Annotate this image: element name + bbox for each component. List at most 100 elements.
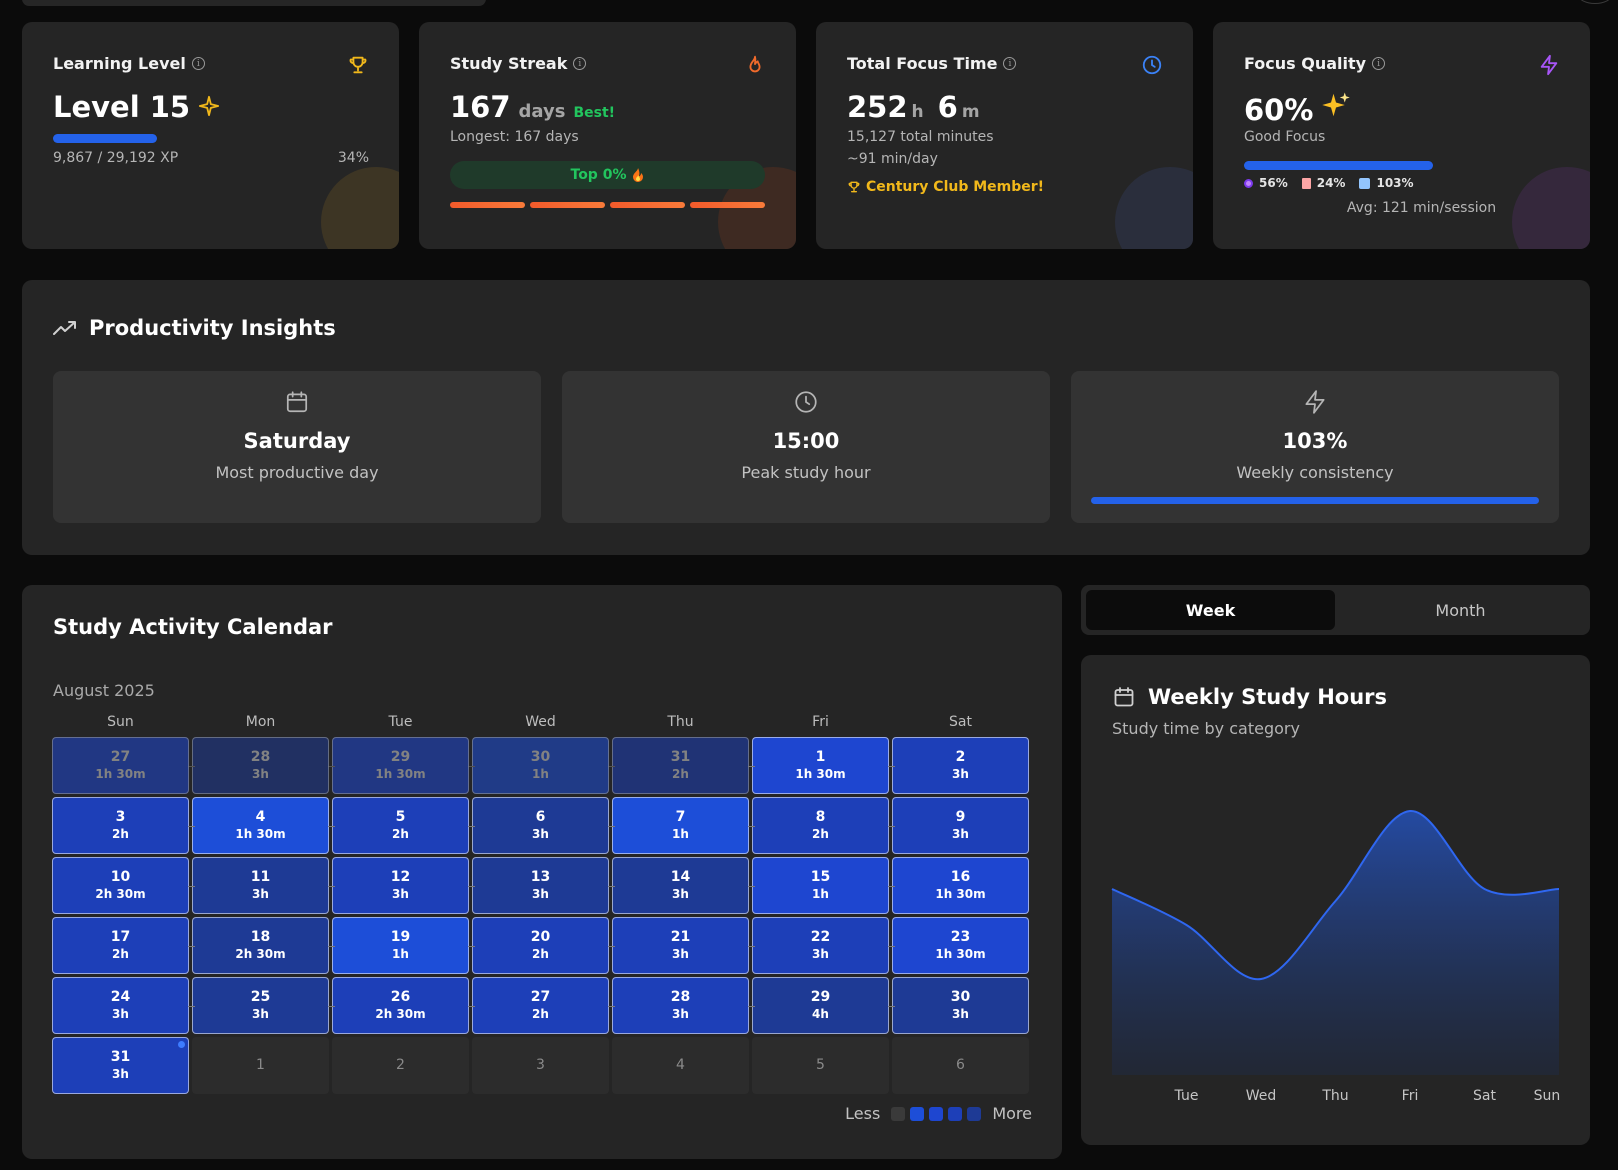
calendar-day-empty[interactable]: 4 xyxy=(612,1037,749,1094)
decorative-blob xyxy=(321,167,399,249)
day-connector xyxy=(748,885,755,887)
calendar-day[interactable]: 19 1h xyxy=(328,917,469,974)
day-number: 21 xyxy=(670,928,691,945)
calendar-day[interactable]: 29 4h xyxy=(748,977,889,1034)
calendar-day[interactable]: 8 2h xyxy=(748,797,889,854)
calendar-day[interactable]: 6 3h xyxy=(468,797,609,854)
day-hours: 3h xyxy=(952,766,969,781)
calendar-day[interactable]: 30 1h xyxy=(468,737,609,794)
weekly-chart-title: Weekly Study Hours xyxy=(1148,685,1388,709)
consistency-progress-bar xyxy=(1091,497,1539,504)
calendar-day[interactable]: 17 2h xyxy=(52,917,189,974)
calendar-day[interactable]: 16 1h 30m xyxy=(888,857,1029,914)
weekly-chart-subtitle: Study time by category xyxy=(1112,719,1300,738)
calendar-day[interactable]: 3 2h xyxy=(52,797,189,854)
info-icon[interactable]: i xyxy=(573,57,587,70)
day-of-week-label: Mon xyxy=(245,714,276,730)
total-minutes: 15,127 total minutes xyxy=(847,129,994,145)
calendar-day-empty[interactable]: 1 xyxy=(192,1037,329,1094)
day-hours: 2h 30m xyxy=(235,946,286,961)
day-connector xyxy=(608,765,615,767)
calendar-day[interactable]: 14 3h xyxy=(608,857,749,914)
tab-week[interactable]: Week xyxy=(1086,590,1335,630)
calendar-day[interactable]: 30 3h xyxy=(888,977,1029,1034)
calendar-day[interactable]: 2 3h xyxy=(888,737,1029,794)
calendar-day[interactable]: 11 3h xyxy=(188,857,329,914)
calendar-day[interactable]: 26 2h 30m xyxy=(328,977,469,1034)
streak-segment xyxy=(610,202,685,208)
insight-value: 15:00 xyxy=(772,429,840,453)
focus-quality-title: Focus Quality xyxy=(1244,54,1367,73)
day-hours: 2h xyxy=(532,1006,549,1021)
day-of-week-label: Sat xyxy=(949,714,972,730)
info-icon[interactable]: i xyxy=(1372,57,1386,70)
calendar-day[interactable]: 21 3h xyxy=(608,917,749,974)
calendar-day-empty[interactable]: 3 xyxy=(472,1037,609,1094)
rank-text: Top 0% xyxy=(570,167,627,183)
productivity-insights-panel: Productivity Insights Saturday Most prod… xyxy=(22,280,1590,555)
day-of-week-label: Fri xyxy=(812,714,829,730)
alarm-emoji-icon xyxy=(1244,178,1253,188)
calendar-day[interactable]: 5 2h xyxy=(328,797,469,854)
flame-icon xyxy=(749,55,761,73)
day-connector xyxy=(468,825,475,827)
day-connector xyxy=(468,1005,475,1007)
calendar-day[interactable]: 28 3h xyxy=(608,977,749,1034)
xp-percent: 34% xyxy=(337,150,369,166)
x-tick-label: Sat xyxy=(1473,1088,1496,1104)
longest-streak: Longest: 167 days xyxy=(450,129,579,145)
calendar-day[interactable]: 31 3h xyxy=(52,1037,189,1094)
calendar-day[interactable]: 24 3h xyxy=(52,977,189,1034)
calendar-day[interactable]: 10 2h 30m xyxy=(52,857,189,914)
top-bar-button-remnant[interactable] xyxy=(1578,0,1612,4)
calendar-day[interactable]: 28 3h xyxy=(188,737,329,794)
calendar-day[interactable]: 1 1h 30m xyxy=(748,737,889,794)
day-number: 26 xyxy=(390,988,411,1005)
legend-swatch xyxy=(891,1106,906,1121)
day-hours: 2h xyxy=(532,946,549,961)
calendar-day[interactable]: 31 2h xyxy=(608,737,749,794)
xp-progress-bar xyxy=(53,134,358,143)
day-number: 14 xyxy=(670,868,691,885)
day-number: 2 xyxy=(396,1057,405,1073)
day-number: 3 xyxy=(115,808,126,825)
day-hours: 1h 30m xyxy=(235,826,286,841)
day-hours: 3h xyxy=(672,946,689,961)
calendar-day-empty[interactable]: 5 xyxy=(752,1037,889,1094)
legend-less: Less xyxy=(845,1104,881,1123)
metric-1: 56% xyxy=(1259,176,1288,190)
calendar-day[interactable]: 18 2h 30m xyxy=(188,917,329,974)
calendar-day[interactable]: 15 1h xyxy=(748,857,889,914)
info-icon[interactable]: i xyxy=(1003,57,1017,70)
xp-progress-fill xyxy=(53,134,157,143)
calendar-day[interactable]: 7 1h xyxy=(608,797,749,854)
day-hours: 3h xyxy=(672,886,689,901)
calendar-day-empty[interactable]: 2 xyxy=(332,1037,469,1094)
day-number: 2 xyxy=(955,748,966,765)
calendar-day-empty[interactable]: 6 xyxy=(892,1037,1029,1094)
calendar-day[interactable]: 25 3h xyxy=(188,977,329,1034)
x-tick-label: Wed xyxy=(1246,1088,1277,1104)
calendar-day[interactable]: 22 3h xyxy=(748,917,889,974)
calendar-day[interactable]: 4 1h 30m xyxy=(188,797,329,854)
trending-up-icon xyxy=(53,321,76,335)
streak-segment xyxy=(530,202,605,208)
trophy-icon xyxy=(349,56,367,74)
tab-month[interactable]: Month xyxy=(1435,600,1486,620)
calendar-day[interactable]: 13 3h xyxy=(468,857,609,914)
calendar-day[interactable]: 20 2h xyxy=(468,917,609,974)
calendar-emoji-icon xyxy=(1359,177,1371,189)
day-connector xyxy=(328,765,335,767)
calendar-day[interactable]: 27 1h 30m xyxy=(52,737,189,794)
focus-quality-card: Focus Quality i 60% Good Focus 56% 24% 10… xyxy=(1213,22,1590,249)
calendar-day[interactable]: 29 1h 30m xyxy=(328,737,469,794)
calendar-day[interactable]: 12 3h xyxy=(328,857,469,914)
calendar-day[interactable]: 23 1h 30m xyxy=(888,917,1029,974)
area-fill xyxy=(1112,810,1559,1075)
day-hours: 2h xyxy=(392,826,409,841)
clock-icon xyxy=(795,391,817,413)
insight-label: Weekly consistency xyxy=(1236,463,1394,482)
info-icon[interactable]: i xyxy=(191,57,205,70)
calendar-day[interactable]: 27 2h xyxy=(468,977,609,1034)
calendar-day[interactable]: 9 3h xyxy=(888,797,1029,854)
